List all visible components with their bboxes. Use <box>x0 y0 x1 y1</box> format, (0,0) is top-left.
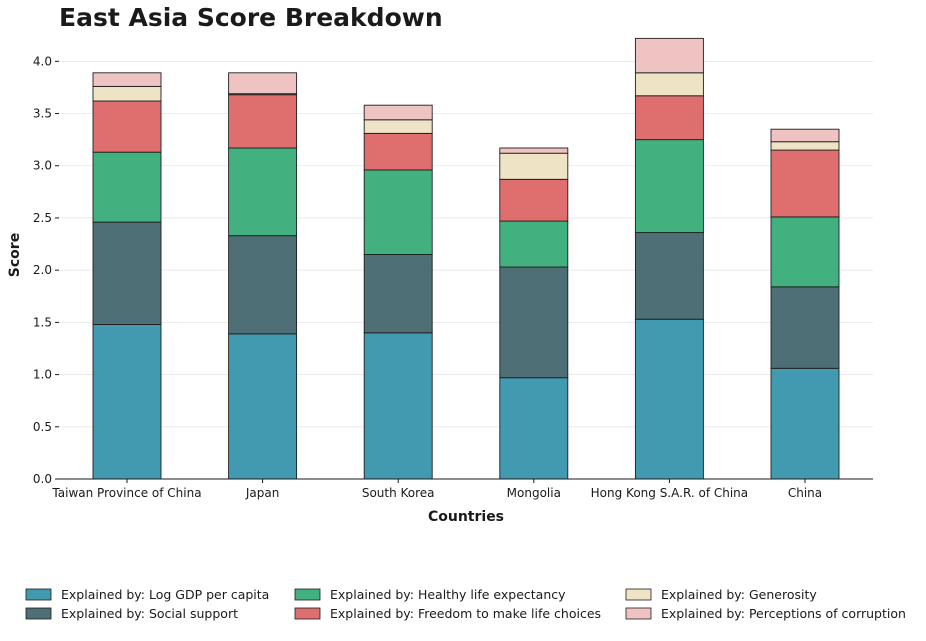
y-tick-label: 0.5 <box>33 420 52 434</box>
bar-segment <box>770 286 840 369</box>
bar-segment <box>92 151 162 223</box>
legend-label: Explained by: Generosity <box>661 587 817 602</box>
x-tick-label: Mongolia <box>507 486 561 500</box>
bar-segment <box>634 37 704 74</box>
bar-segment <box>363 104 433 121</box>
bar-segment <box>363 169 433 255</box>
bar-segment <box>363 132 433 171</box>
bar-segment <box>770 149 840 218</box>
x-tick-label: Taiwan Province of China <box>51 486 201 500</box>
legend-label: Explained by: Social support <box>61 606 238 621</box>
x-tick-label: Hong Kong S.A.R. of China <box>591 486 749 500</box>
legend-swatch <box>294 588 321 601</box>
bar-segment <box>92 221 162 325</box>
bar-segment <box>228 94 298 149</box>
x-tick-label: China <box>788 486 822 500</box>
x-tick-label: South Korea <box>362 486 435 500</box>
bar-segment <box>92 85 162 102</box>
bar-segment <box>228 333 298 480</box>
bar-segment <box>228 235 298 335</box>
bar-segment <box>92 72 162 87</box>
bar-segment <box>499 147 569 154</box>
legend: Explained by: Log GDP per capita Explaine… <box>25 587 906 621</box>
bar-segment <box>499 178 569 222</box>
bar-segment <box>634 72 704 97</box>
bar-segment <box>634 318 704 480</box>
bar-segment <box>634 139 704 234</box>
bar-segment <box>363 254 433 334</box>
legend-swatch <box>25 607 52 620</box>
legend-swatch <box>625 607 652 620</box>
legend-label: Explained by: Freedom to make life choic… <box>330 606 601 621</box>
bar-segment <box>770 128 840 143</box>
y-tick-label: 4.0 <box>33 54 52 68</box>
legend-label: Explained by: Perceptions of corruption <box>661 606 906 621</box>
x-ticks: Taiwan Province of China Japan South Korea… <box>51 479 822 500</box>
y-tick-label: 3.0 <box>33 159 52 173</box>
bar-segment <box>770 367 840 480</box>
x-tick-label: Japan <box>245 486 279 500</box>
legend-swatch <box>294 607 321 620</box>
bar-segment <box>228 147 298 237</box>
gridlines <box>59 60 873 428</box>
bar-segment <box>92 100 162 153</box>
bar-segment <box>770 216 840 288</box>
chart-title: East Asia Score Breakdown <box>59 3 443 32</box>
legend-label: Explained by: Log GDP per capita <box>61 587 269 602</box>
y-tick-label: 1.0 <box>33 368 52 382</box>
y-ticks: 0.0 0.5 1.0 1.5 2.0 2.5 3.0 3.5 4.0 <box>33 54 59 486</box>
bar-segment <box>499 152 569 180</box>
y-tick-label: 2.0 <box>33 263 52 277</box>
bar-segment <box>228 72 298 95</box>
y-tick-label: 1.5 <box>33 315 52 329</box>
y-tick-label: 2.5 <box>33 211 52 225</box>
legend-swatch <box>25 588 52 601</box>
bars <box>92 37 840 480</box>
bar-segment <box>770 141 840 151</box>
bar-segment <box>499 220 569 268</box>
y-axis-title: Score <box>7 233 23 277</box>
bar-segment <box>634 232 704 320</box>
bar-segment <box>499 377 569 480</box>
y-tick-label: 3.5 <box>33 107 52 121</box>
y-tick-label: 0.0 <box>33 472 52 486</box>
legend-label: Explained by: Healthy life expectancy <box>330 587 566 602</box>
legend-swatch <box>625 588 652 601</box>
bar-segment <box>363 332 433 480</box>
bar-segment <box>634 95 704 141</box>
bar-segment <box>363 119 433 134</box>
bar-segment <box>499 266 569 379</box>
bar-segment <box>92 324 162 480</box>
x-axis-title: Countries <box>428 509 504 525</box>
